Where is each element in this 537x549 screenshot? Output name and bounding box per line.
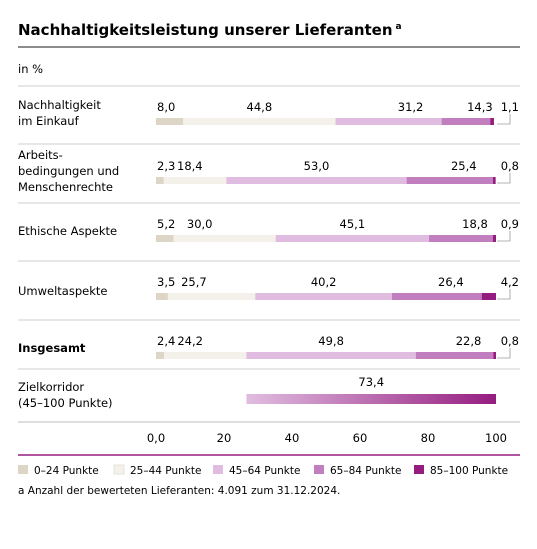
leader-line [497,231,511,242]
category-label: Ethische Aspekte [18,224,117,238]
chart-rows: Nachhaltigkeit im Einkauf 8,0 44,8 31,2 14,3 1… [18,85,520,410]
bar-segment [406,177,493,184]
legend-swatch [213,465,223,474]
legend-swatch [113,464,125,475]
x-tick-label: 0,0 [147,431,165,445]
x-axis: 0,0 20 40 60 80 100 [18,421,520,445]
bar-segment [415,352,494,359]
corridor-label: Zielkorridor [18,380,84,394]
value-label: 31,2 [398,100,424,114]
bar-segment [255,293,392,300]
x-tick-label: 40 [285,431,300,445]
value-label: 44,8 [247,100,273,114]
bar-segment [481,293,496,300]
value-label: 30,0 [187,217,213,231]
value-label: 2,4 [157,334,175,348]
bar-segment [493,352,496,359]
value-label: 25,7 [181,275,207,289]
value-label: 22,8 [456,334,482,348]
bar-segment [492,177,496,184]
bar-segment [156,293,168,300]
bar-segment [156,118,184,125]
value-label: 2,3 [157,159,175,173]
bar-segment [226,177,407,184]
corridor-bar [246,394,496,404]
legend-label: 25–44 Punkte [130,465,201,477]
value-label: 45,1 [340,217,366,231]
x-tick-label: 100 [485,431,507,445]
bar-segment [173,235,276,242]
legend: 0–24 Punkte 25–44 Punkte 45–64 Punkte 65–84… [18,464,508,477]
footnote: a Anzahl der bewerteten Lieferanten: 4.0… [18,485,340,497]
category-label: Menschenrechte [18,180,113,194]
legend-label: 0–24 Punkte [34,465,99,477]
legend-label: 65–84 Punkte [330,465,401,477]
bar-segment [163,177,227,184]
x-tick-label: 60 [353,431,368,445]
value-label: 0,9 [501,217,519,231]
bar-segment [156,352,165,359]
legend-label: 45–64 Punkte [229,465,300,477]
value-label: 4,2 [501,275,519,289]
corridor-label: (45–100 Punkte) [18,396,113,410]
bar-segment [246,352,416,359]
leader-line [497,173,511,184]
bar-segment [490,118,494,125]
bar-segment [156,177,164,184]
category-label: Umweltaspekte [18,284,107,298]
category-label: Arbeits- [18,148,63,162]
chart-title: Nachhaltigkeitsleistung unserer Lieferan… [18,21,402,39]
leader-line [497,289,511,300]
legend-label: 85–100 Punkte [430,465,508,477]
bar-segment [275,235,430,242]
x-tick-label: 20 [217,431,232,445]
bar-segment [492,235,496,242]
value-label: 24,2 [177,334,203,348]
legend-swatch [414,465,424,474]
value-label: 8,0 [157,100,175,114]
x-tick-label: 80 [421,431,436,445]
bar-segment [429,235,493,242]
bar-segment [164,352,247,359]
leader-line [497,348,511,359]
value-label: 18,8 [462,217,488,231]
value-label: 1,1 [501,100,519,114]
bar-segment [167,293,256,300]
bar-segment [391,293,482,300]
value-label: 0,8 [501,334,519,348]
corridor-value-label: 73,4 [358,375,384,389]
value-label: 53,0 [304,159,330,173]
bar-segment [156,235,174,242]
category-label: Nachhaltigkeit [18,98,101,112]
value-label: 18,4 [177,159,203,173]
value-label: 40,2 [311,275,337,289]
value-label: 49,8 [318,334,344,348]
bar-segment [183,118,336,125]
title-superscript: a [396,22,402,32]
leader-line [497,114,511,125]
value-label: 14,3 [467,100,493,114]
category-label: bedingungen und [18,164,119,178]
value-label: 25,4 [451,159,477,173]
value-label: 5,2 [157,217,175,231]
legend-swatch [314,465,324,474]
unit-label: in % [18,62,43,76]
category-label: Insgesamt [18,341,86,355]
value-label: 26,4 [438,275,464,289]
value-label: 3,5 [157,275,175,289]
bar-segment [441,118,491,125]
bar-segment [335,118,442,125]
value-label: 0,8 [501,159,519,173]
legend-swatch [18,465,28,474]
category-label: im Einkauf [18,114,80,128]
